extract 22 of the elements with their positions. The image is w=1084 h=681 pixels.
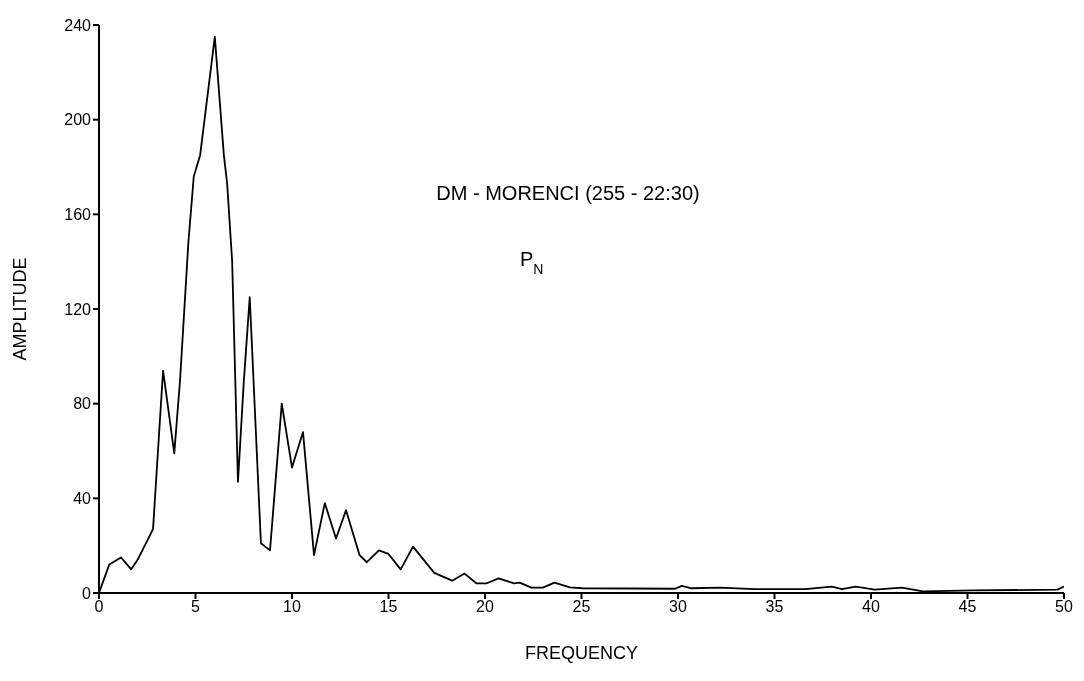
x-tick-label: 40 bbox=[862, 598, 880, 616]
x-tick-label: 10 bbox=[283, 598, 301, 616]
x-tick-label: 0 bbox=[94, 598, 104, 616]
y-axis-title: AMPLITUDE bbox=[10, 257, 31, 361]
x-axis-title: FREQUENCY bbox=[524, 643, 639, 663]
x-tick-label: 5 bbox=[191, 598, 201, 616]
x-tick-label: 15 bbox=[379, 598, 398, 616]
y-tick-label: 120 bbox=[64, 300, 92, 318]
x-tick-label: 50 bbox=[1055, 598, 1073, 616]
x-tick-label: 25 bbox=[572, 598, 591, 616]
x-tick-label: 20 bbox=[476, 598, 494, 616]
y-tick-label: 0 bbox=[82, 584, 92, 602]
text: DM - MORENCI (255 - 22:30) bbox=[436, 182, 700, 204]
x-tick-label: 45 bbox=[958, 598, 977, 616]
y-tick-label: 40 bbox=[73, 490, 92, 508]
y-tick-label: 80 bbox=[73, 395, 92, 413]
y-tick-label: 240 bbox=[64, 16, 92, 34]
x-tick-label: 30 bbox=[669, 598, 687, 616]
y-tick-label: 160 bbox=[64, 206, 92, 224]
y-tick-label: 200 bbox=[64, 111, 92, 129]
annotation: P$_{N}$ bbox=[520, 248, 544, 277]
x-tick-label: 35 bbox=[765, 598, 784, 616]
